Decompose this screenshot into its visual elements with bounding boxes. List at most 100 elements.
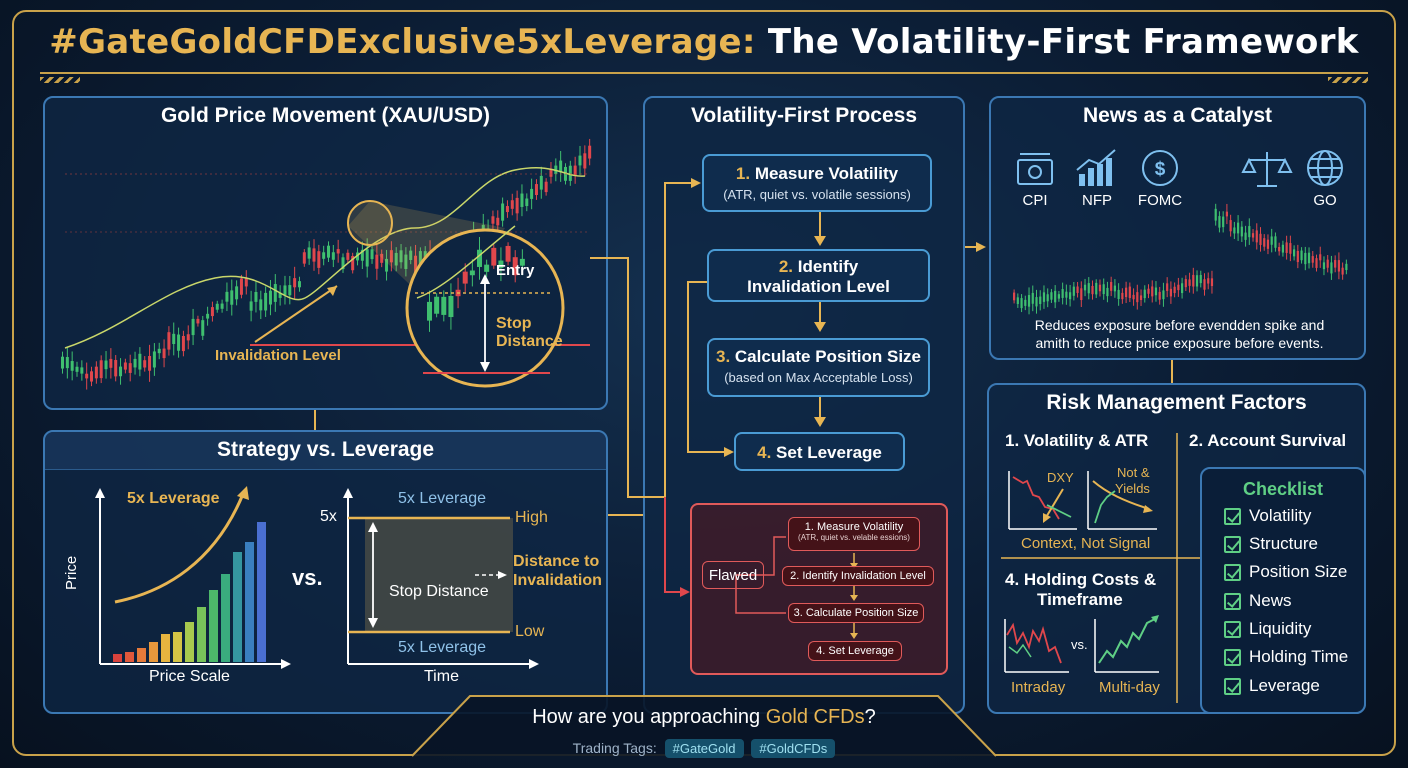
candle-body <box>1143 289 1146 299</box>
checklist-item-label: Holding Time <box>1249 647 1349 666</box>
moving-average-line <box>64 167 586 349</box>
candle-body <box>1050 292 1053 300</box>
icon-label-cpi: CPI <box>1022 192 1048 209</box>
candle-body <box>1061 289 1064 298</box>
candle-body <box>1057 294 1060 299</box>
candle-body <box>297 281 301 288</box>
step-3-number: 3. <box>715 347 731 366</box>
step-1-title: Measure Volatility <box>754 164 899 183</box>
candle-body <box>317 251 321 268</box>
title-main: The Volatility-First Framework <box>767 22 1359 62</box>
svg-text:$: $ <box>1155 159 1166 180</box>
flawed-step-1: 1. Measure Volatility (ATR, quiet vs. ve… <box>788 517 920 551</box>
bottom-leverage-label: 5x Leverage <box>398 639 487 656</box>
candle-body <box>157 348 161 354</box>
candle-body <box>1072 286 1075 296</box>
left-leverage-label: 5x Leverage <box>127 490 220 507</box>
candle-body <box>1214 208 1217 221</box>
checklist-item-label: Liquidity <box>1249 619 1312 638</box>
context-not-signal-label: Context, Not Signal <box>1021 535 1151 552</box>
candle-body <box>1117 289 1120 300</box>
candle-body <box>307 247 311 259</box>
scales-icon <box>1241 152 1293 187</box>
check-icon <box>1224 592 1241 610</box>
candle-body <box>346 252 350 260</box>
candle-body <box>385 258 389 272</box>
checklist-item-label: Position Size <box>1249 562 1348 581</box>
candle-body <box>244 278 248 287</box>
candle-body <box>331 252 335 260</box>
flawed-step-1-subtitle: (ATR, quiet vs. velable essions) <box>798 533 910 542</box>
candle-body <box>1218 216 1221 228</box>
candle-body <box>133 358 137 368</box>
candle-body <box>162 348 166 359</box>
leverage-bar <box>209 590 218 662</box>
strategy-panel-title: Strategy vs. Leverage <box>216 438 435 461</box>
news-graphics: $ <box>1013 149 1348 315</box>
candle-body <box>1113 285 1116 292</box>
invalidation-arrow <box>254 285 338 343</box>
process-panel-title: Volatility-First Process <box>690 104 918 127</box>
candle-body <box>152 351 156 368</box>
news-caption-line2: amith to reduce pnice exposure before ev… <box>1035 335 1324 351</box>
flawed-step-1-title: 1. Measure Volatility <box>804 521 904 533</box>
not-and-label: Not & <box>1117 465 1150 480</box>
candle-body <box>1337 260 1340 272</box>
candle-body <box>1087 283 1090 294</box>
flawed-step-4: 4. Set Leverage <box>808 641 902 661</box>
candle-body <box>1203 279 1206 290</box>
candle-body <box>94 366 98 379</box>
icon-label-nfp: NFP <box>1082 192 1112 209</box>
title-divider <box>40 72 1368 74</box>
candle-body <box>104 360 108 370</box>
leverage-bar <box>125 652 134 662</box>
candle-body <box>196 318 200 324</box>
candle-body <box>501 203 505 221</box>
candle-body <box>61 356 64 369</box>
tick-5x: 5x <box>320 508 337 525</box>
tag-gategold[interactable]: #GateGold <box>664 739 744 758</box>
candle-body <box>1192 274 1195 287</box>
candle-body <box>278 292 282 298</box>
leverage-bar <box>197 607 206 662</box>
candle-body <box>519 258 525 266</box>
candle-body <box>477 249 482 267</box>
candle-body <box>1330 262 1333 274</box>
candle-body <box>1281 244 1284 253</box>
candle-body <box>293 278 297 288</box>
candle-body <box>469 270 475 276</box>
strategy-leverage-panel: Strategy vs. Leverage 5x Leverage Price … <box>43 430 608 714</box>
candle-body <box>505 206 509 213</box>
candle-body <box>327 245 330 258</box>
candle-body <box>505 245 511 262</box>
intraday-label: Intraday <box>1011 679 1066 696</box>
time-axis-label: Time <box>424 668 459 685</box>
top-leverage-label: 5x Leverage <box>398 490 487 507</box>
candle-body <box>1255 230 1258 243</box>
candle-body <box>491 216 495 224</box>
candle-body <box>414 255 418 273</box>
candle-body <box>583 153 587 169</box>
candle-body <box>356 252 360 261</box>
leverage-bar <box>161 634 170 662</box>
candle-body <box>215 303 219 310</box>
leverage-bar <box>137 648 146 662</box>
factor-timeframe: Timeframe <box>1037 590 1123 609</box>
checklist-item: Holding Time <box>1224 647 1348 667</box>
high-label: High <box>515 509 548 526</box>
candle-body <box>239 278 243 295</box>
trading-tags: Trading Tags: #GateGold #GoldCFDs <box>0 739 1408 758</box>
candle-body <box>1110 282 1113 291</box>
candle-body <box>1240 226 1243 237</box>
candle-body <box>249 301 253 311</box>
candle-body <box>1293 249 1296 257</box>
candle-body <box>462 271 468 284</box>
candle-body <box>484 264 490 272</box>
leverage-bar <box>233 552 242 662</box>
candle-body <box>1035 297 1038 307</box>
candle-body <box>1233 227 1236 234</box>
tag-goldcfds[interactable]: #GoldCFDs <box>751 739 836 758</box>
vs-label: vs. <box>292 565 323 590</box>
step-3-title: Calculate Position Size <box>734 347 922 366</box>
candle-body <box>1125 287 1128 298</box>
